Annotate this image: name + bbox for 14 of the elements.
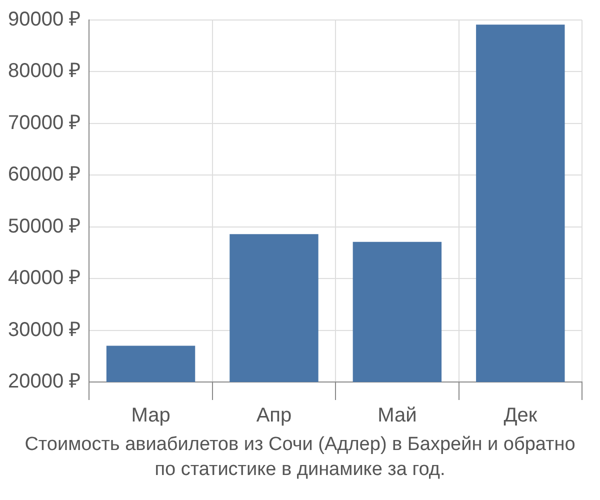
x-tick-label: Май <box>378 404 417 427</box>
y-tick-label: 60000 ₽ <box>8 164 82 186</box>
y-tick-label: 90000 ₽ <box>8 8 82 31</box>
text: по статистике в динамике за год. <box>154 458 446 482</box>
x-tick-label: Дек <box>504 404 538 427</box>
y-tick-label: 80000 ₽ <box>8 60 82 82</box>
y-tick-label: 30000 ₽ <box>8 318 82 341</box>
x-tick-label: Мар <box>131 404 170 427</box>
y-tick-label: 50000 ₽ <box>8 215 82 238</box>
y-tick-label: 40000 ₽ <box>8 267 82 290</box>
y-tick-label: 70000 ₽ <box>8 112 82 134</box>
y-tick-label: 20000 ₽ <box>8 370 82 393</box>
x-tick-label: Апр <box>256 404 292 427</box>
text: Стоимость авиабилетов из Сочи (Адлер) в Бахрейн и обратно <box>24 433 576 457</box>
